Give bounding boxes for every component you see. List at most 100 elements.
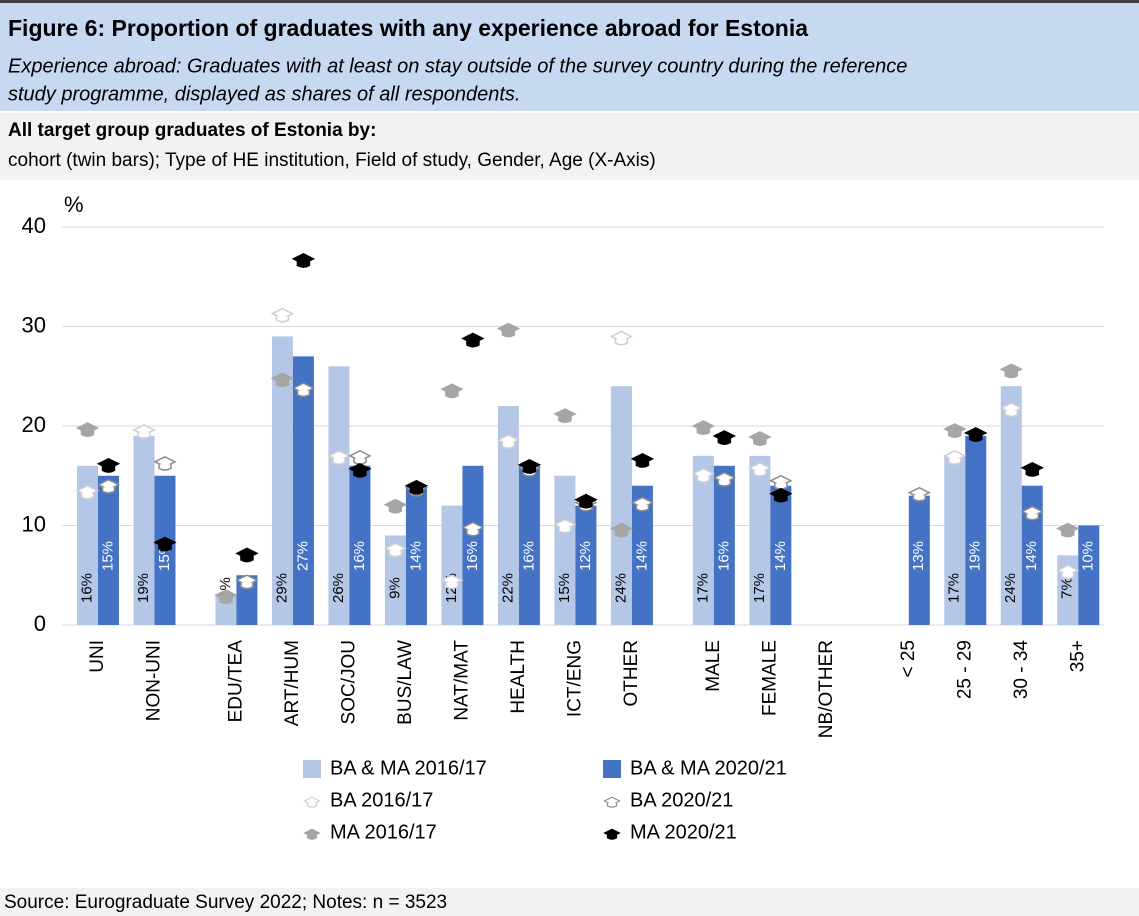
- cap-bowl: [501, 442, 516, 449]
- value-label: 16%: [715, 541, 732, 571]
- marker: [291, 382, 316, 398]
- x-tick-label: 30 - 34: [1011, 640, 1032, 700]
- marker: [461, 521, 485, 537]
- cap-bowl: [579, 502, 593, 509]
- x-tick-label: NAT/MAT: [451, 640, 472, 721]
- cap-bowl: [240, 555, 254, 563]
- bar: [292, 356, 314, 625]
- value-label: 24%: [1002, 573, 1019, 603]
- marker: [96, 478, 121, 494]
- bar: [713, 465, 735, 625]
- value-label: 19%: [135, 573, 152, 603]
- cap-bowl: [409, 488, 424, 495]
- marker: [907, 486, 931, 502]
- cap-bowl: [717, 480, 732, 487]
- cap-bowl: [1004, 371, 1019, 379]
- value-label: 15%: [99, 541, 116, 571]
- legend-label: BA 2016/17: [330, 789, 433, 811]
- marker: [348, 462, 372, 478]
- value-label: 14%: [772, 541, 789, 571]
- cap-bowl: [275, 380, 290, 388]
- bar: [770, 485, 792, 625]
- bar: [944, 455, 966, 625]
- x-tick-label: NON-UNI: [144, 640, 165, 721]
- legend-swatch: [603, 760, 621, 778]
- bar: [631, 485, 653, 625]
- y-tick-label: 10: [22, 511, 46, 536]
- bar: [965, 435, 987, 625]
- cap-bowl: [1025, 470, 1040, 477]
- legend-marker: [603, 828, 621, 840]
- cap-bowl: [1004, 410, 1019, 418]
- legend-label: MA 2016/17: [330, 821, 437, 843]
- cap-bowl: [388, 507, 403, 514]
- cap-bowl: [1061, 530, 1075, 538]
- value-label: 26%: [330, 573, 347, 603]
- marker: [132, 424, 156, 439]
- cap-bowl: [912, 495, 927, 502]
- marker: [291, 253, 316, 268]
- marker: [574, 493, 598, 509]
- cap-bowl: [80, 430, 95, 437]
- value-label: 29%: [273, 573, 290, 603]
- cap-bowl: [1061, 572, 1075, 580]
- marker: [630, 452, 655, 468]
- bar: [749, 455, 771, 625]
- cap-bowl: [635, 461, 650, 468]
- marker: [943, 423, 967, 438]
- value-label: 14%: [407, 541, 424, 571]
- top-rule: [0, 0, 1139, 3]
- bar: [98, 475, 119, 625]
- cap-bowl: [306, 802, 318, 808]
- cap-bowl: [240, 582, 254, 590]
- marker: [999, 402, 1023, 418]
- x-tick-label: 35+: [1067, 640, 1088, 672]
- bar: [518, 465, 540, 625]
- cap-bowl: [466, 529, 480, 537]
- cap-bowl: [332, 458, 346, 465]
- x-tick-label: FEMALE: [759, 640, 780, 716]
- value-label: 16%: [351, 541, 368, 571]
- marker: [553, 518, 577, 534]
- marker: [496, 322, 521, 338]
- marker: [712, 430, 737, 445]
- marker: [748, 431, 772, 446]
- cap-bowl: [614, 338, 629, 346]
- bar: [405, 485, 427, 625]
- cap-bowl: [353, 471, 367, 478]
- x-tick-label: BUS/LAW: [395, 640, 416, 725]
- cap-bowl: [753, 439, 767, 446]
- cap-bowl: [606, 834, 618, 840]
- value-label: 10%: [1080, 541, 1097, 571]
- value-label: 16%: [78, 573, 95, 603]
- x-tick-label: MALE: [703, 640, 724, 692]
- y-tick-label: 0: [34, 611, 46, 636]
- marker: [153, 536, 177, 552]
- x-tick-label: HEALTH: [508, 640, 529, 714]
- legend-marker: [603, 796, 621, 808]
- marker: [1020, 461, 1044, 477]
- value-label: 17%: [751, 573, 768, 603]
- legend-label: BA 2020/21: [630, 789, 733, 811]
- cap-bowl: [696, 476, 711, 483]
- cap-bowl: [1025, 514, 1040, 521]
- marker: [383, 542, 408, 558]
- cap-bowl: [558, 416, 572, 424]
- marker: [440, 574, 464, 590]
- value-label: 7%: [1059, 577, 1076, 599]
- marker: [75, 422, 100, 437]
- marker: [235, 574, 259, 590]
- bar: [441, 505, 463, 625]
- cap-bowl: [635, 505, 650, 512]
- x-tick-label: SOC/JOU: [338, 640, 359, 724]
- marker: [517, 458, 542, 474]
- cap-bowl: [445, 582, 459, 590]
- bar: [349, 465, 371, 625]
- cap-bowl: [219, 597, 233, 605]
- cap-bowl: [969, 435, 983, 442]
- cap-bowl: [296, 390, 311, 398]
- marker: [75, 484, 100, 500]
- header-band: [0, 3, 1139, 111]
- bar: [554, 475, 576, 625]
